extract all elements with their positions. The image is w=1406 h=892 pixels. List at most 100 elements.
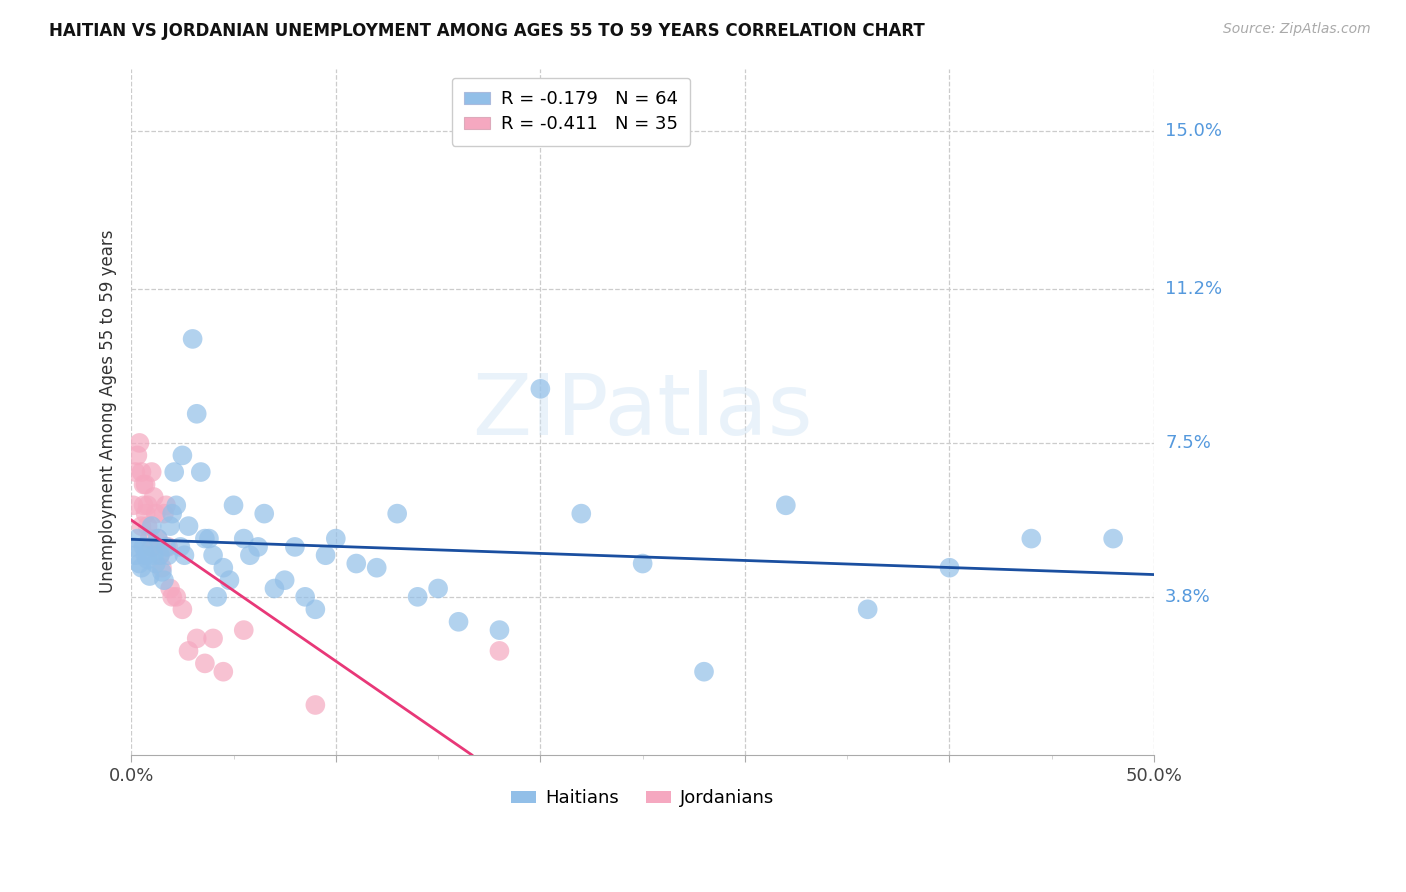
- Point: [127, 532, 149, 546]
- Text: 7.5%: 7.5%: [1166, 434, 1211, 452]
- Text: 15.0%: 15.0%: [1166, 122, 1222, 140]
- Point: [131, 519, 153, 533]
- Point: [146, 532, 169, 546]
- Point: [172, 602, 194, 616]
- Point: [165, 590, 187, 604]
- Point: [202, 632, 225, 646]
- Point: [122, 540, 145, 554]
- Point: [253, 507, 276, 521]
- Point: [124, 548, 146, 562]
- Point: [160, 507, 183, 521]
- Y-axis label: Unemployment Among Ages 55 to 59 years: Unemployment Among Ages 55 to 59 years: [100, 230, 117, 593]
- Point: [304, 602, 326, 616]
- Point: [218, 573, 240, 587]
- Point: [157, 548, 180, 562]
- Text: HAITIAN VS JORDANIAN UNEMPLOYMENT AMONG AGES 55 TO 59 YEARS CORRELATION CHART: HAITIAN VS JORDANIAN UNEMPLOYMENT AMONG …: [49, 22, 925, 40]
- Point: [157, 540, 180, 554]
- Point: [146, 532, 169, 546]
- Point: [160, 590, 183, 604]
- Point: [222, 498, 245, 512]
- Point: [856, 602, 879, 616]
- Point: [136, 552, 159, 566]
- Point: [165, 498, 187, 512]
- Point: [202, 548, 225, 562]
- Point: [294, 590, 316, 604]
- Point: [427, 582, 450, 596]
- Point: [315, 548, 337, 562]
- Point: [138, 569, 160, 583]
- Legend: Haitians, Jordanians: Haitians, Jordanians: [503, 782, 782, 814]
- Point: [198, 532, 221, 546]
- Point: [232, 623, 254, 637]
- Point: [149, 548, 172, 562]
- Point: [128, 557, 150, 571]
- Point: [169, 540, 191, 554]
- Point: [263, 582, 285, 596]
- Point: [529, 382, 551, 396]
- Point: [135, 507, 157, 521]
- Point: [273, 573, 295, 587]
- Point: [247, 540, 270, 554]
- Point: [344, 557, 367, 571]
- Point: [132, 540, 155, 554]
- Point: [569, 507, 592, 521]
- Point: [141, 540, 163, 554]
- Point: [135, 548, 157, 562]
- Point: [124, 465, 146, 479]
- Point: [325, 532, 347, 546]
- Point: [205, 590, 228, 604]
- Point: [141, 465, 163, 479]
- Point: [149, 548, 172, 562]
- Point: [447, 615, 470, 629]
- Point: [145, 507, 167, 521]
- Text: 11.2%: 11.2%: [1166, 280, 1222, 298]
- Point: [136, 498, 159, 512]
- Point: [159, 582, 181, 596]
- Point: [173, 548, 195, 562]
- Point: [284, 540, 307, 554]
- Point: [181, 332, 204, 346]
- Point: [1021, 532, 1043, 546]
- Point: [153, 507, 176, 521]
- Point: [153, 573, 176, 587]
- Point: [366, 560, 388, 574]
- Point: [155, 540, 177, 554]
- Point: [488, 623, 510, 637]
- Point: [142, 490, 165, 504]
- Point: [212, 560, 235, 574]
- Point: [1102, 532, 1125, 546]
- Point: [239, 548, 262, 562]
- Point: [132, 498, 155, 512]
- Point: [775, 498, 797, 512]
- Point: [141, 519, 163, 533]
- Point: [186, 407, 208, 421]
- Point: [150, 565, 173, 579]
- Point: [131, 560, 153, 574]
- Point: [488, 644, 510, 658]
- Text: Source: ZipAtlas.com: Source: ZipAtlas.com: [1223, 22, 1371, 37]
- Point: [138, 532, 160, 546]
- Point: [141, 540, 163, 554]
- Point: [136, 519, 159, 533]
- Point: [385, 507, 408, 521]
- Point: [159, 519, 181, 533]
- Point: [163, 465, 186, 479]
- Point: [150, 560, 173, 574]
- Point: [693, 665, 716, 679]
- Point: [177, 644, 200, 658]
- Point: [145, 557, 167, 571]
- Point: [194, 657, 217, 671]
- Point: [172, 449, 194, 463]
- Point: [631, 557, 654, 571]
- Point: [128, 436, 150, 450]
- Point: [127, 449, 149, 463]
- Point: [194, 532, 217, 546]
- Point: [122, 498, 145, 512]
- Point: [142, 548, 165, 562]
- Point: [132, 477, 155, 491]
- Point: [186, 632, 208, 646]
- Point: [212, 665, 235, 679]
- Point: [155, 498, 177, 512]
- Point: [938, 560, 960, 574]
- Text: 3.8%: 3.8%: [1166, 588, 1211, 606]
